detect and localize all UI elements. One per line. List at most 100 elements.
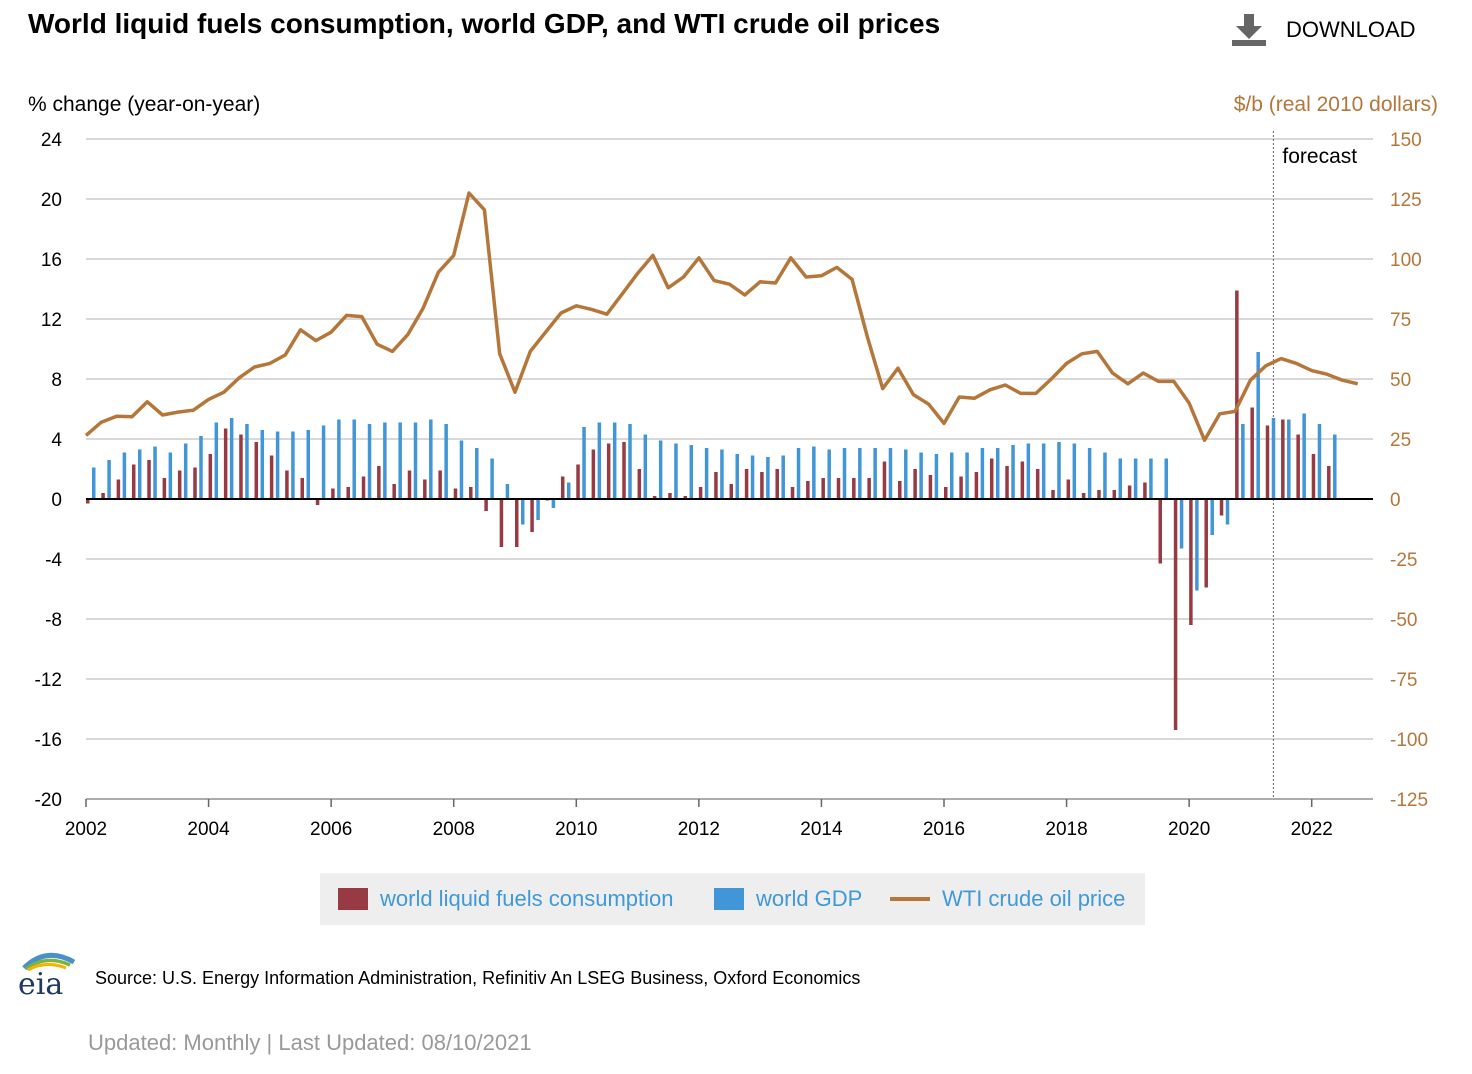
gdp-bar [490,458,494,499]
left-tick-label: -4 [45,550,62,571]
gdp-bar [1225,499,1230,525]
legend-item-consumption[interactable]: world liquid fuels consumption [338,873,674,925]
legend-label-wti: WTI crude oil price [942,886,1126,911]
chart-title: World liquid fuels consumption, world GD… [28,8,941,39]
left-tick-label: -12 [35,670,62,691]
consumption-bar [1158,499,1162,564]
consumption-bar [836,478,841,499]
consumption-bar [928,475,933,499]
left-tick-label: 12 [41,310,62,331]
gdp-bar [1195,499,1199,591]
gdp-bar [735,454,739,499]
left-tick-label: 8 [51,370,62,391]
consumption-bar [285,470,289,499]
right-tick-label: 150 [1390,130,1422,151]
gdp-bar [750,455,755,499]
gdp-bar [1179,499,1184,549]
gdp-bar [1103,452,1107,499]
consumption-bar [1235,290,1239,499]
gdp-bar [398,422,402,499]
consumption-bar [1189,499,1193,625]
gdp-bar [858,448,862,499]
gdp-bar [1087,448,1092,499]
consumption-bar [1250,407,1254,499]
gdp-bar [551,499,556,508]
gdp-bar [1057,442,1061,499]
gdp-bar [536,499,540,520]
legend: world liquid fuels consumption world GDP… [320,873,1145,925]
gdp-bar [260,430,265,499]
consumption-bar [469,487,473,499]
legend-item-wti[interactable]: WTI crude oil price [890,873,1125,925]
consumption-bar [1327,466,1331,499]
gdp-bar [475,448,479,499]
gdp-bar [597,422,602,499]
eia-logo: eia [16,948,80,1005]
consumption-bar [377,466,381,499]
gdp-bar [1149,458,1153,499]
consumption-bar [668,493,672,499]
gdp-bar [1133,458,1138,499]
consumption-bar [101,493,105,499]
gdp-bar [888,448,893,499]
x-tick-label: 2002 [65,819,107,840]
gdp-bar [521,499,525,525]
gdp-bar [781,455,785,499]
gdp-bar [122,452,127,499]
consumption-bar [1005,466,1009,499]
consumption-bar [852,478,856,499]
gdp-bar [1271,418,1276,499]
x-tick-label: 2016 [923,819,965,840]
gdp-bar [1317,424,1322,499]
gdp-bar [199,436,203,499]
consumption-bar [208,454,213,499]
gdp-bar [444,424,448,499]
gdp-bar [183,443,188,499]
consumption-bar [944,487,948,499]
consumption-bar [239,434,243,499]
legend-item-gdp[interactable]: world GDP [714,873,862,925]
gdp-bar [689,445,694,499]
logo-text: eia [18,967,63,1000]
consumption-bar [162,478,167,499]
gdp-bar [352,419,356,499]
consumption-bar [193,467,197,499]
x-tick-label: 2008 [433,819,475,840]
gdp-bar [842,448,847,499]
chart: % change (year-on-year) $/b (real 2010 do… [28,93,1438,840]
consumption-bar [1066,479,1071,499]
gdp-bar [321,425,326,499]
gdp-bar [413,422,418,499]
wti-price-line [84,191,1359,442]
consumption-bar [606,443,611,499]
right-tick-label: -125 [1390,790,1428,811]
gdp-bar [107,460,111,499]
consumption-bar [499,499,504,547]
gdp-bar [214,422,219,499]
x-tick-label: 2010 [555,819,597,840]
consumption-bar [560,476,565,499]
gdp-bar [383,422,387,499]
consumption-bar [331,488,335,499]
consumption-bar [989,458,994,499]
left-tick-label: 24 [41,130,63,151]
legend-swatch-consumption [338,888,368,910]
right-tick-label: 0 [1390,490,1401,511]
gdp-bar [704,448,709,499]
right-tick-label: 100 [1390,250,1422,271]
updated-text: Updated: Monthly | Last Updated: 08/10/2… [88,1030,532,1055]
consumption-bar [1020,461,1025,499]
x-tick-label: 2022 [1291,819,1333,840]
left-axis-title: % change (year-on-year) [28,93,260,116]
gdp-bar [873,448,877,499]
consumption-bar [744,469,749,499]
gdp-bar [1026,443,1031,499]
gdp-bar [92,467,96,499]
legend-label-gdp: world GDP [756,886,863,911]
consumption-bar [346,487,350,499]
consumption-bar [652,496,657,499]
consumption-bar [1265,425,1270,499]
download-button[interactable]: DOWNLOAD [1232,14,1416,46]
consumption-bar [913,469,917,499]
gdp-bar [153,446,157,499]
